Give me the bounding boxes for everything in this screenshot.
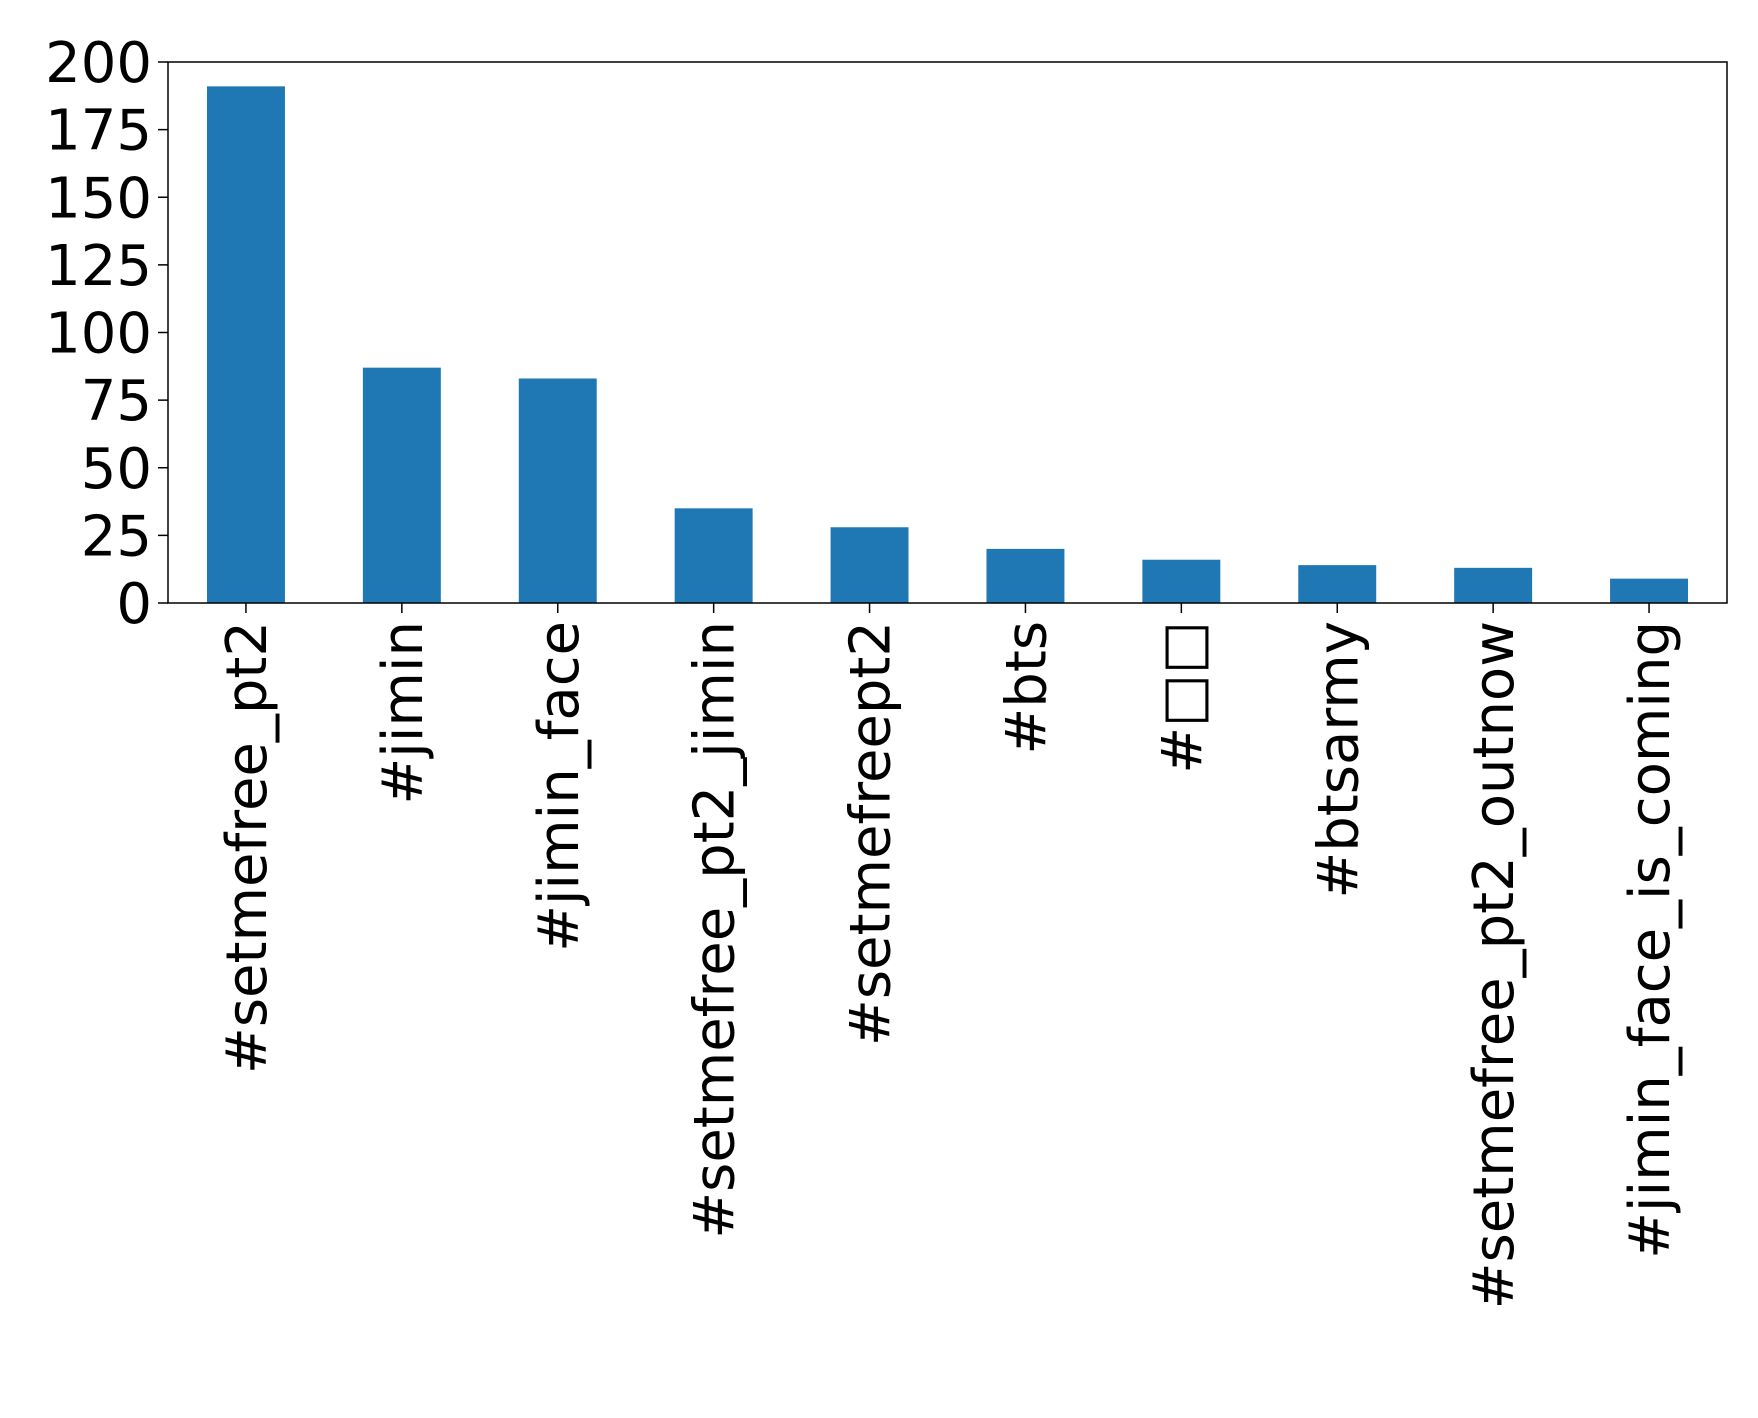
- x-tick-label-0: #setmefree_pt2: [215, 621, 280, 1074]
- x-tick-label-1: #jimin: [371, 621, 436, 805]
- bar-2: [518, 378, 597, 603]
- x-tick-label-7: #btsarmy: [1306, 621, 1371, 899]
- x-tick-label-4: #setmefreept2: [839, 621, 904, 1046]
- bar-3: [674, 508, 753, 603]
- y-tick-label-4: 100: [45, 302, 152, 367]
- bar-7: [1298, 565, 1377, 603]
- y-tick-label-5: 125: [45, 234, 152, 299]
- x-axis: #setmefree_pt2 #jimin #jimin_face #setmefre…: [215, 603, 1683, 1309]
- bars-layer: [206, 86, 1689, 604]
- y-tick-label-3: 75: [81, 369, 152, 434]
- x-tick-label-3: #setmefree_pt2_jimin: [683, 621, 748, 1239]
- y-tick-label-8: 200: [45, 31, 152, 96]
- x-tick-label-5: #bts: [994, 621, 1059, 755]
- x-tick-label-9: #jimin_face_is_coming: [1618, 621, 1683, 1259]
- y-tick-label-7: 175: [45, 99, 152, 164]
- bar-1: [362, 367, 441, 603]
- bar-5: [986, 548, 1065, 603]
- y-tick-label-0: 0: [116, 572, 152, 637]
- bar-4: [830, 527, 909, 603]
- x-tick-label-6: #□□: [1150, 621, 1215, 774]
- bar-6: [1142, 559, 1221, 603]
- bar-9: [1610, 578, 1689, 603]
- x-tick-label-8: #setmefree_pt2_outnow: [1462, 621, 1527, 1309]
- y-tick-label-1: 25: [81, 504, 152, 569]
- x-tick-label-2: #jimin_face: [527, 621, 592, 952]
- bar-0: [206, 86, 285, 604]
- y-tick-label-6: 150: [45, 166, 152, 231]
- plot-frame: [167, 61, 1728, 604]
- y-tick-label-2: 50: [81, 437, 152, 502]
- bar-8: [1454, 567, 1533, 603]
